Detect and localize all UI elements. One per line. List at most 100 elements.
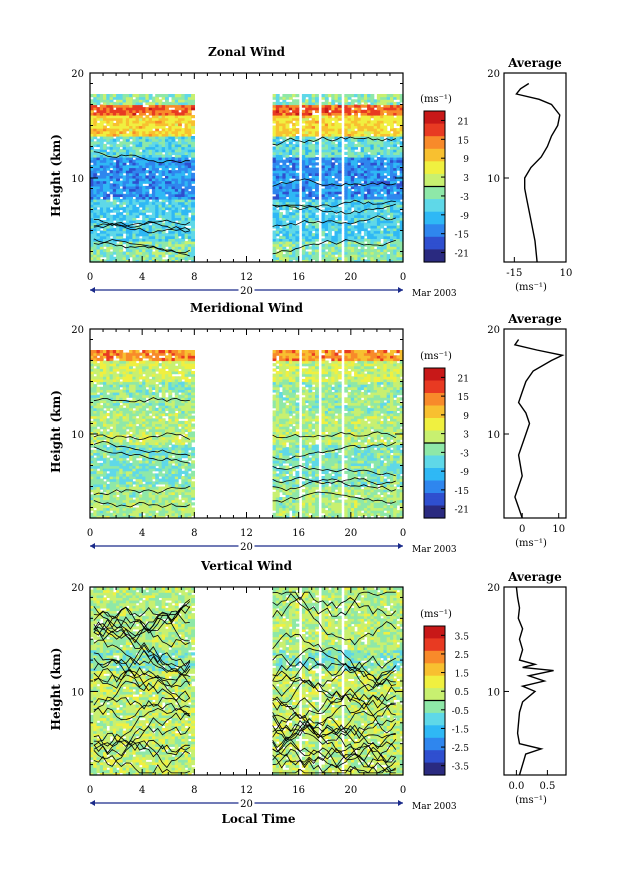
heatmap-cell	[125, 193, 130, 197]
heatmap-cell	[308, 170, 313, 174]
heatmap-cell	[116, 352, 120, 356]
heatmap-cell	[347, 199, 352, 203]
heatmap-cell	[122, 457, 127, 461]
heatmap-cell	[360, 212, 365, 216]
heatmap-cell	[344, 259, 349, 263]
heatmap-cell	[96, 143, 101, 148]
heatmap-cell	[373, 172, 378, 176]
heatmap-cell	[370, 204, 375, 208]
heatmap-cell	[138, 164, 143, 169]
heatmap-cell	[328, 175, 332, 179]
heatmap-cell	[116, 172, 120, 176]
heatmap-cell	[344, 170, 349, 174]
heatmap-cell	[357, 101, 362, 106]
heatmap-cell	[301, 191, 306, 195]
heatmap-cell	[279, 235, 283, 239]
heatmap-cell	[119, 256, 124, 260]
heatmap-cell	[357, 117, 362, 121]
heatmap-cell	[363, 243, 368, 247]
heatmap-cell	[347, 254, 352, 258]
heatmap-cell	[305, 164, 310, 169]
heatmap-cell	[155, 164, 160, 169]
heatmap-cell	[90, 125, 94, 129]
heatmap-cell	[363, 125, 368, 129]
heatmap-cell	[106, 185, 111, 190]
heatmap-cell	[285, 151, 290, 155]
heatmap-cell	[178, 112, 182, 116]
heatmap-cell	[275, 256, 280, 260]
heatmap-cell	[367, 159, 371, 163]
heatmap-cell	[399, 117, 404, 121]
heatmap-cell	[155, 183, 160, 187]
heatmap-cell	[168, 164, 173, 169]
heatmap-cell	[132, 151, 137, 155]
heatmap-cell	[357, 96, 362, 100]
heatmap-cell	[399, 136, 404, 140]
heatmap-cell	[380, 172, 385, 176]
heatmap-cell	[370, 96, 375, 100]
heatmap-cell	[119, 483, 124, 488]
heatmap-cell	[184, 185, 189, 190]
heatmap-cell	[393, 206, 398, 211]
heatmap-cell	[386, 99, 391, 103]
heatmap-cell	[129, 125, 133, 129]
heatmap-cell	[93, 246, 98, 250]
heatmap-cell	[282, 217, 287, 221]
heatmap-cell	[96, 415, 101, 419]
heatmap-cell	[103, 136, 107, 140]
heatmap-cell	[103, 365, 107, 369]
heatmap-cell	[347, 94, 352, 98]
heatmap-cell	[386, 154, 391, 158]
heatmap-cell	[138, 122, 143, 127]
heatmap-cell	[354, 107, 358, 111]
heatmap-cell	[376, 241, 381, 245]
heatmap-cell	[396, 130, 401, 134]
heatmap-cell	[168, 243, 173, 247]
heatmap-cell	[106, 199, 111, 203]
heatmap-cell	[315, 256, 319, 260]
heatmap-cell	[181, 130, 186, 134]
heatmap-cell	[90, 497, 94, 501]
heatmap-cell	[337, 157, 342, 161]
heatmap-cell	[184, 199, 189, 203]
heatmap-cell	[279, 196, 283, 200]
heatmap-cell	[122, 101, 127, 106]
heatmap-cell	[363, 143, 368, 148]
heatmap-cell	[390, 241, 394, 245]
heatmap-cell	[282, 164, 287, 169]
heatmap-cell	[125, 191, 130, 195]
heatmap-cell	[360, 104, 365, 108]
heatmap-cell	[96, 441, 101, 446]
heatmap-cell	[148, 170, 153, 174]
heatmap-cell	[165, 180, 169, 184]
heatmap-cell	[292, 243, 296, 247]
heatmap-cell	[337, 159, 342, 163]
heatmap-cell	[96, 193, 101, 197]
heatmap-cell	[399, 120, 404, 124]
heatmap-cell	[178, 246, 182, 250]
heatmap-cell	[373, 251, 378, 255]
heatmap-cell	[158, 138, 163, 142]
heatmap-cell	[191, 94, 195, 98]
heatmap-cell	[295, 138, 300, 142]
heatmap-cell	[99, 447, 104, 451]
heatmap-cell	[191, 101, 195, 106]
heatmap-cell	[315, 130, 319, 134]
heatmap-cell	[171, 185, 176, 190]
heatmap-cell	[116, 220, 120, 224]
heatmap-cell	[116, 167, 120, 171]
heatmap-cell	[93, 457, 98, 461]
heatmap-cell	[386, 115, 391, 119]
heatmap-cell	[181, 212, 186, 216]
heatmap-cell	[99, 434, 104, 438]
heatmap-cell	[93, 149, 98, 153]
heatmap-cell	[116, 392, 120, 396]
contour-line	[272, 203, 396, 215]
heatmap-cell	[129, 193, 133, 197]
heatmap-cell	[328, 196, 332, 200]
heatmap-cell	[376, 172, 381, 176]
heatmap-cell	[155, 109, 160, 113]
heatmap-cell	[393, 141, 398, 145]
heatmap-cell	[168, 248, 173, 253]
heatmap-cell	[129, 436, 133, 440]
